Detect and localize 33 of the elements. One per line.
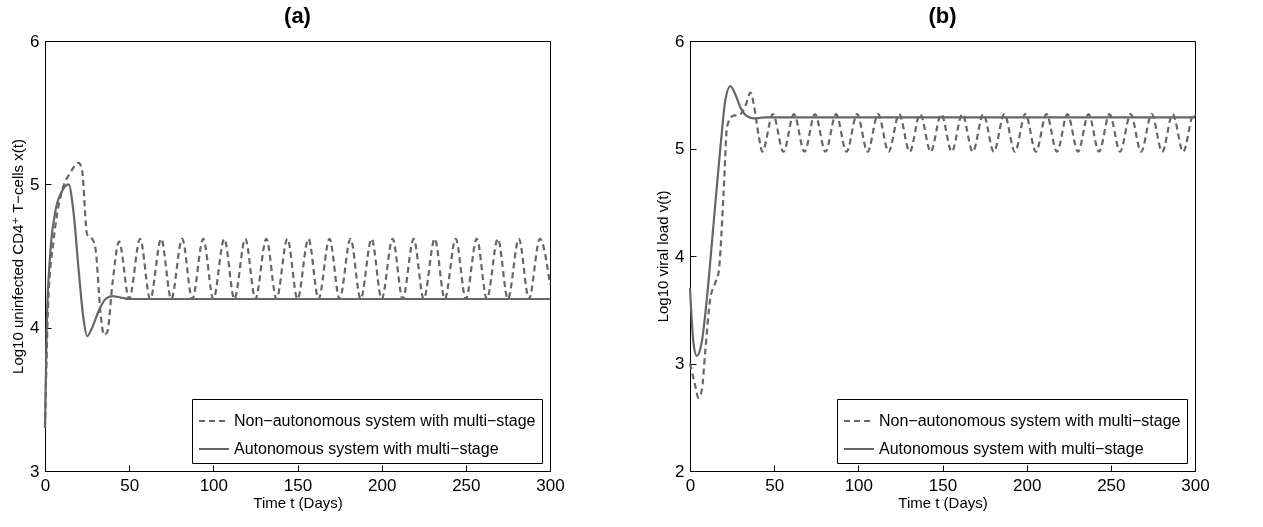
x-tick-label: 50 <box>120 475 140 495</box>
x-tick-label: 200 <box>367 475 397 495</box>
x-axis-title: Time t (Days) <box>898 493 988 511</box>
x-tick-label: 100 <box>844 475 874 495</box>
y-tick-label: 3 <box>30 461 40 481</box>
y-tick-label: 3 <box>675 354 685 373</box>
x-tick-label: 0 <box>685 475 696 495</box>
x-axis-title: Time t (Days) <box>253 493 343 511</box>
x-tick-label: 200 <box>1012 475 1042 495</box>
legend-label: Autonomous system with multi−stage <box>879 440 1144 457</box>
x-tick-label: 50 <box>765 475 785 495</box>
legend-label: Autonomous system with multi−stage <box>234 440 499 457</box>
y-axis-title: Log10 uninfected CD4⁺ T−cells x(t) <box>9 139 27 374</box>
legend-label: Non−autonomous system with multi−stage <box>879 412 1181 429</box>
y-tick-label: 6 <box>675 31 685 51</box>
x-tick-label: 150 <box>928 475 958 495</box>
x-tick-label: 250 <box>1097 475 1126 495</box>
y-tick-label: 5 <box>675 139 685 158</box>
y-tick-label: 4 <box>675 246 685 266</box>
x-tick-label: 300 <box>1181 475 1210 495</box>
y-tick-label: 2 <box>675 461 685 481</box>
y-tick-label: 4 <box>30 318 40 338</box>
chart-title: (b) <box>928 3 957 28</box>
x-tick-label: 100 <box>199 475 229 495</box>
y-tick-label: 5 <box>30 174 40 194</box>
x-tick-label: 250 <box>452 475 481 495</box>
y-axis-title: Log10 viral load v(t) <box>654 190 672 323</box>
x-tick-label: 300 <box>536 475 565 495</box>
x-tick-label: 150 <box>283 475 313 495</box>
chart-title: (a) <box>284 3 311 28</box>
x-tick-label: 0 <box>40 475 51 495</box>
y-tick-label: 6 <box>30 31 40 51</box>
legend-label: Non−autonomous system with multi−stage <box>234 412 536 429</box>
